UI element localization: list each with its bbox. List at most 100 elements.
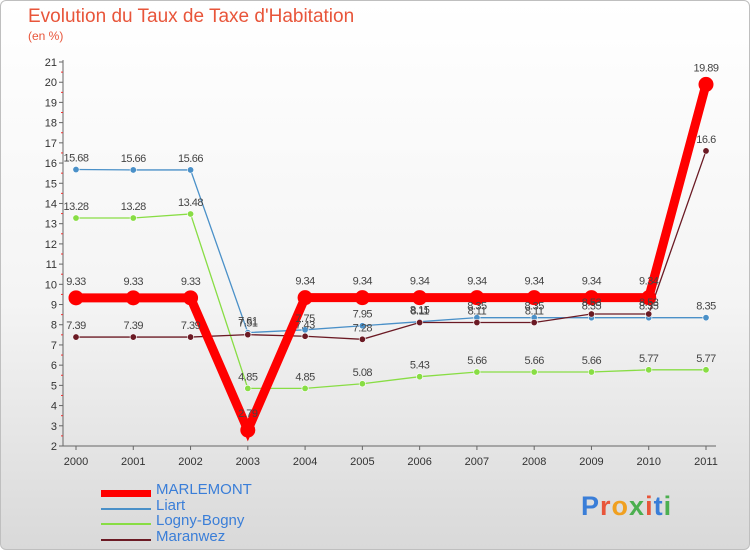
- y-tick-label: 13: [45, 219, 57, 231]
- data-label: 8.53: [582, 297, 602, 309]
- x-tick-label: 2006: [407, 456, 431, 468]
- series-line-maranwez: [76, 150, 707, 340]
- data-point: [587, 310, 595, 318]
- legend-swatch: [101, 523, 151, 525]
- series-line-marlemont: [76, 83, 711, 442]
- data-label: 8.35: [582, 301, 602, 313]
- data-point: [530, 368, 538, 376]
- y-tick-label: 8: [51, 320, 57, 332]
- data-point: [583, 290, 599, 306]
- data-label: 2.79: [238, 408, 258, 420]
- data-label: 7.28: [353, 322, 373, 334]
- data-label: 7.39: [124, 320, 144, 332]
- y-tick-label: 14: [45, 198, 57, 210]
- data-label: 7.61: [238, 316, 258, 328]
- data-point: [641, 290, 657, 306]
- data-label: 8.11: [468, 306, 487, 318]
- data-point: [645, 366, 653, 374]
- data-label: 7.51: [238, 318, 258, 330]
- data-labels: 15.68 15.66 15.667.61 7.75 7.95 8.15 8.35 8.35 8…: [63, 62, 719, 420]
- data-point: [530, 319, 538, 327]
- data-label: 9.33: [66, 276, 86, 288]
- data-label: 8.35: [639, 301, 659, 313]
- data-point: [473, 368, 481, 376]
- data-point: [129, 166, 137, 174]
- logo-letter: i: [645, 491, 654, 521]
- logo-letter: P: [581, 491, 601, 521]
- x-tick-label: 2010: [636, 456, 660, 468]
- x-tick-label: 2000: [64, 456, 88, 468]
- data-label: 5.77: [639, 353, 659, 365]
- y-tick-label: 6: [51, 360, 57, 372]
- data-point: [416, 373, 424, 381]
- data-label: 9.34: [467, 276, 487, 288]
- data-point: [354, 290, 370, 306]
- data-point: [187, 333, 195, 341]
- data-point: [358, 322, 366, 330]
- data-label: 8.35: [696, 301, 716, 313]
- y-tick-label: 7: [51, 340, 57, 352]
- data-label: 8.35: [524, 301, 544, 313]
- data-point: [702, 147, 710, 155]
- data-point: [129, 214, 137, 222]
- data-point: [72, 166, 80, 174]
- x-tick-label: 2007: [465, 456, 489, 468]
- data-label: 9.34: [639, 276, 659, 288]
- data-label: 15.66: [121, 153, 146, 165]
- data-label: 5.66: [582, 355, 602, 367]
- legend-label: Maranwez: [156, 527, 226, 545]
- data-label: 8.35: [467, 301, 487, 313]
- data-label: 9.33: [124, 276, 144, 288]
- logo-letter: x: [629, 491, 646, 521]
- data-point: [244, 331, 252, 339]
- series-line-logny-bogny: [76, 213, 706, 390]
- x-tick-label: 2004: [293, 456, 317, 468]
- data-label: 16.6: [696, 134, 716, 146]
- y-tick-label: 10: [45, 279, 57, 291]
- y-tick-label: 3: [51, 421, 57, 433]
- data-point: [698, 76, 714, 92]
- data-point: [68, 290, 84, 306]
- series-line-liart: [75, 168, 706, 334]
- logo-letter: r: [600, 491, 612, 521]
- data-point: [72, 214, 80, 222]
- data-label: 4.85: [295, 371, 315, 383]
- legend-label: Logny-Bogny: [156, 512, 245, 529]
- y-tick-label: 12: [45, 239, 57, 251]
- y-tick-label: 20: [45, 77, 57, 89]
- data-label: 5.08: [353, 367, 373, 379]
- data-point: [469, 290, 485, 306]
- logo-letter: i: [663, 491, 673, 521]
- series-lines: [75, 83, 711, 442]
- data-point: [412, 290, 428, 306]
- data-point: [301, 332, 309, 340]
- y-tick-label: 2: [51, 441, 57, 453]
- data-point: [187, 210, 195, 218]
- data-point: [183, 290, 199, 306]
- axes: 2 3 4 5 6 7 8 9 10 11 12 13 14 15 16 17 18 19 20 21 2000 2001…: [45, 57, 718, 468]
- data-label: 15.66: [178, 153, 203, 165]
- x-tick-label: 2002: [178, 456, 202, 468]
- x-tick-label: 2005: [350, 456, 374, 468]
- data-point: [297, 290, 313, 306]
- legend-label: MARLEMONT: [156, 481, 252, 498]
- data-label: 7.75: [295, 313, 315, 325]
- data-label: 7.39: [181, 320, 201, 332]
- y-tick-label: 4: [51, 401, 57, 413]
- chart-title: Evolution du Taux de Taxe d'Habitation: [28, 6, 355, 27]
- y-tick-label: 16: [45, 158, 57, 170]
- data-point: [358, 335, 366, 343]
- x-tick-label: 2008: [522, 456, 546, 468]
- data-label: 4.85: [238, 371, 258, 383]
- logo-letter: o: [611, 491, 630, 521]
- data-label: 5.77: [696, 353, 716, 365]
- data-point: [702, 314, 710, 322]
- data-point: [72, 333, 80, 341]
- data-point: [473, 319, 481, 327]
- y-tick-label: 9: [51, 300, 57, 312]
- data-label: 13.28: [63, 201, 88, 213]
- x-tick-label: 2001: [121, 456, 145, 468]
- legend-label: Liart: [156, 496, 186, 514]
